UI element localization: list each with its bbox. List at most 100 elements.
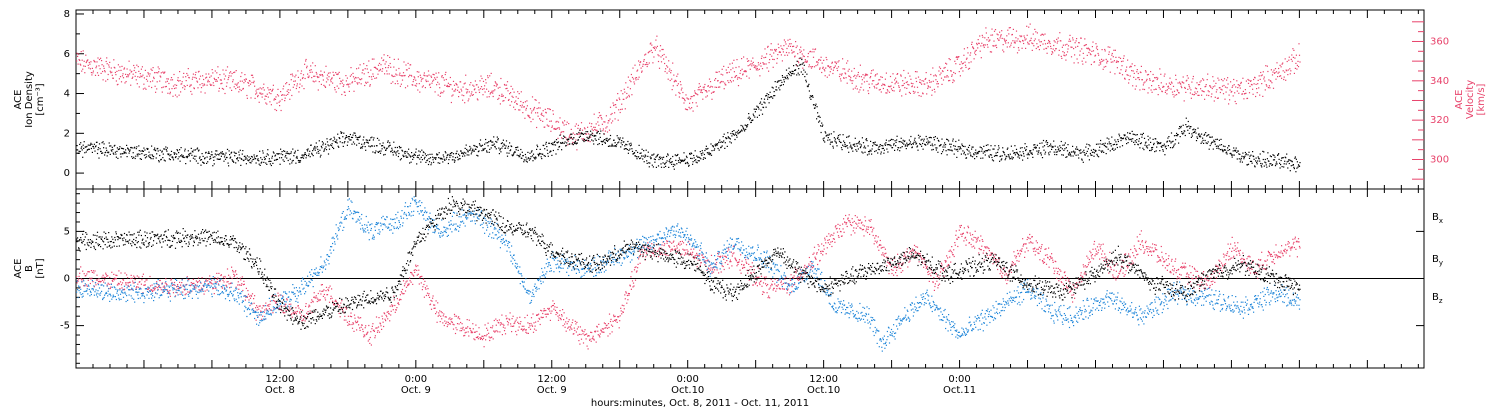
point	[730, 69, 732, 71]
point	[201, 83, 203, 85]
point	[495, 82, 497, 84]
point	[274, 154, 277, 156]
point	[862, 152, 864, 154]
point	[1075, 154, 1077, 156]
point	[142, 88, 144, 90]
point	[1248, 92, 1251, 94]
point	[843, 145, 845, 147]
point	[1016, 153, 1019, 155]
point	[788, 52, 790, 54]
point	[320, 154, 322, 156]
point	[732, 80, 734, 82]
point	[730, 81, 732, 83]
point	[272, 162, 274, 164]
point	[635, 150, 637, 152]
point	[598, 143, 600, 145]
point	[894, 149, 896, 151]
point	[434, 91, 436, 93]
point	[786, 75, 788, 77]
point	[1133, 133, 1135, 136]
point	[846, 136, 848, 138]
point	[90, 61, 92, 63]
point	[1101, 58, 1103, 60]
point	[207, 161, 209, 163]
point	[155, 150, 157, 152]
point	[1213, 100, 1215, 102]
point	[1188, 85, 1190, 87]
point	[149, 81, 152, 83]
point	[841, 149, 843, 151]
point	[338, 146, 340, 148]
point	[604, 130, 606, 132]
point	[772, 66, 774, 68]
point	[331, 145, 333, 147]
point	[217, 66, 219, 68]
point	[144, 149, 146, 151]
point	[290, 79, 292, 81]
point	[376, 145, 378, 147]
point	[96, 152, 99, 155]
point	[879, 145, 881, 147]
point	[967, 68, 970, 70]
point	[867, 145, 869, 147]
point	[233, 151, 235, 153]
point	[1173, 144, 1175, 146]
point	[80, 147, 82, 149]
point	[704, 90, 706, 92]
point	[704, 149, 706, 152]
point	[614, 112, 616, 114]
point	[910, 82, 912, 84]
point	[927, 140, 929, 142]
point	[1289, 68, 1291, 70]
point	[184, 148, 186, 150]
point	[1071, 46, 1073, 48]
point	[541, 114, 543, 116]
point	[710, 85, 712, 87]
point	[1036, 43, 1038, 45]
point	[677, 153, 679, 156]
point	[563, 135, 565, 137]
point	[304, 77, 306, 80]
point	[486, 88, 488, 90]
point	[1172, 146, 1175, 148]
point	[647, 151, 649, 153]
point	[752, 61, 754, 63]
point	[1086, 143, 1088, 145]
point	[879, 88, 881, 91]
point	[352, 134, 354, 136]
point	[1205, 142, 1207, 144]
point	[778, 80, 780, 82]
point	[169, 91, 171, 93]
point	[787, 78, 789, 80]
point	[1038, 150, 1040, 152]
point	[927, 143, 929, 145]
point	[700, 158, 702, 160]
point	[1056, 151, 1058, 153]
point	[1096, 45, 1098, 47]
point	[591, 123, 593, 125]
point	[162, 71, 164, 73]
point	[379, 152, 382, 154]
point	[1169, 77, 1171, 79]
point	[341, 142, 343, 144]
point	[1068, 151, 1071, 154]
point	[1153, 89, 1155, 91]
point	[764, 48, 766, 50]
point	[1048, 39, 1050, 42]
point	[1076, 58, 1078, 60]
point	[1132, 138, 1134, 140]
point	[445, 78, 447, 81]
point	[517, 146, 519, 148]
point	[104, 71, 106, 73]
point	[578, 131, 580, 134]
point	[299, 160, 302, 162]
point	[214, 78, 216, 81]
point	[1015, 148, 1018, 150]
point	[669, 162, 671, 164]
point	[484, 143, 486, 145]
point	[470, 82, 472, 84]
point	[865, 74, 867, 76]
point	[369, 146, 371, 148]
point	[602, 128, 604, 130]
